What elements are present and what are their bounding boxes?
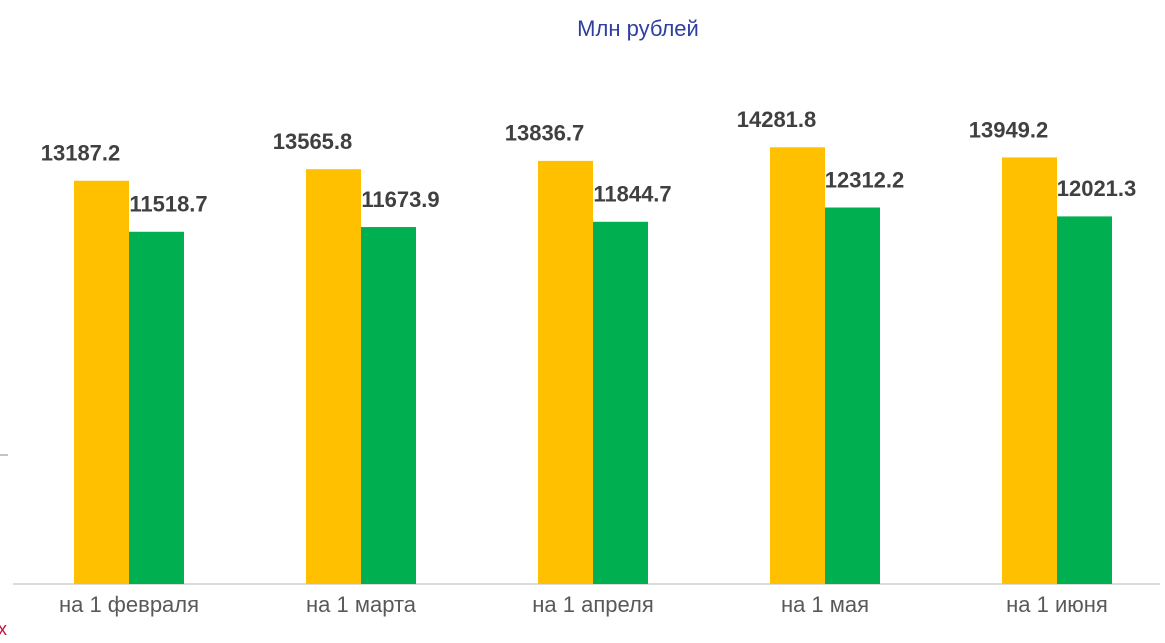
x-tick-label: на 1 февраля <box>59 592 199 617</box>
data-label: 13187.2 <box>41 141 121 166</box>
bar <box>1057 216 1112 584</box>
data-label: 12312.2 <box>825 167 905 192</box>
data-label: 13565.8 <box>273 129 353 154</box>
data-label: 11844.7 <box>593 182 671 207</box>
bar <box>770 147 825 584</box>
data-label: 11673.9 <box>361 187 439 212</box>
x-tick-label: на 1 марта <box>306 592 417 617</box>
x-tick-label: на 1 июня <box>1006 592 1108 617</box>
x-tick-label: на 1 апреля <box>532 592 653 617</box>
data-label: 12021.3 <box>1057 176 1137 201</box>
data-label: 14281.8 <box>737 107 817 132</box>
bar <box>74 180 129 584</box>
bar <box>1002 157 1057 584</box>
bar <box>825 207 880 584</box>
data-label: 13836.7 <box>505 121 585 146</box>
bar <box>593 221 648 584</box>
chart-title: Млн рублей <box>577 16 699 41</box>
bar <box>306 169 361 584</box>
bar <box>129 231 184 585</box>
data-label: 11518.7 <box>129 192 207 217</box>
annotation: х <box>0 619 7 639</box>
data-label: 13949.2 <box>969 117 1049 142</box>
x-tick-label: на 1 мая <box>781 592 869 617</box>
bar <box>538 160 593 584</box>
bar <box>361 227 416 585</box>
